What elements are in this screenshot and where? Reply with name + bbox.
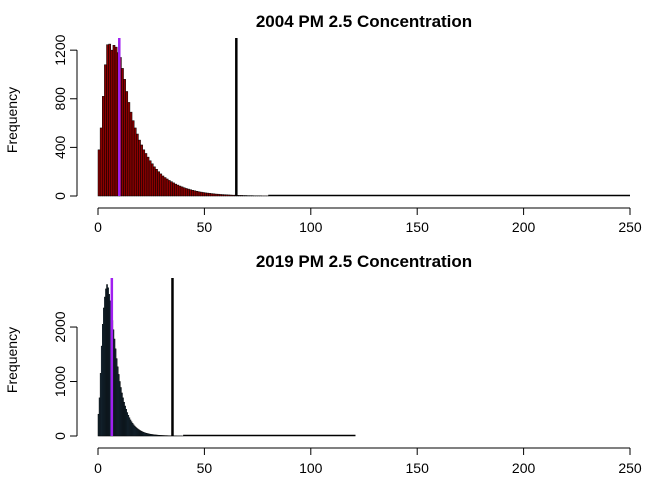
histogram-bar [110, 49, 114, 197]
histogram-bar [144, 153, 148, 197]
y-tick-label: 1000 [52, 366, 68, 397]
x-tick-label: 100 [299, 219, 323, 235]
histogram-bar [219, 194, 222, 197]
bars-2004 [97, 43, 630, 197]
x-tick-label: 100 [299, 460, 323, 476]
histogram-bar [127, 102, 131, 197]
histogram-bar [182, 187, 186, 197]
histogram-bar [216, 193, 220, 197]
histogram-bar [167, 180, 171, 197]
histogram-bar [161, 175, 165, 197]
vlines-2019 [110, 278, 174, 436]
histogram-bar [197, 191, 201, 197]
x-tick-label: 200 [512, 219, 536, 235]
histogram-bar [138, 139, 141, 197]
y-tick-label: 0 [52, 432, 68, 440]
histogram-bar [231, 194, 235, 197]
histogram-bar [212, 193, 216, 197]
x-axis-2019: 0 50 100 150 200 250 [94, 447, 642, 476]
histogram-bar [225, 194, 229, 197]
histogram-bar [176, 184, 180, 197]
histogram-bar [106, 44, 109, 197]
histogram-bar [104, 64, 107, 197]
histogram-bar [136, 133, 139, 197]
histogram-bar [199, 191, 203, 197]
y-tick-label: 1200 [52, 34, 68, 65]
histogram-bar [172, 182, 175, 197]
histogram-bar [157, 171, 160, 197]
histogram-bar [227, 194, 231, 197]
histogram-bar [210, 193, 214, 197]
histogram-bar [153, 166, 156, 197]
histogram-bar [206, 192, 209, 197]
histogram-bar [146, 156, 150, 197]
y-axis-2019: 0 1000 2000 [52, 311, 78, 440]
histogram-bar [108, 43, 112, 197]
histogram-bar [174, 183, 177, 197]
x-tick-label: 0 [94, 460, 102, 476]
bars-2019 [97, 284, 356, 437]
y-tick-label: 400 [52, 135, 68, 159]
x-tick-label: 0 [94, 219, 102, 235]
histogram-bar [140, 144, 143, 197]
histogram-bar [97, 149, 101, 197]
x-tick-label: 250 [618, 460, 642, 476]
histogram-bar [131, 120, 135, 197]
x-tick-label: 50 [197, 460, 213, 476]
y-axis-label-2019: Frequency [4, 327, 20, 393]
y-tick-label: 800 [52, 87, 68, 111]
chart-title-2019: 2019 PM 2.5 Concentration [256, 252, 472, 271]
vlines-2004 [118, 38, 238, 196]
x-tick-label: 250 [618, 219, 642, 235]
histogram-bar [238, 195, 241, 197]
histogram-bar [129, 111, 133, 197]
histogram-bar [112, 45, 116, 197]
x-tick-label: 200 [512, 460, 536, 476]
histogram-bar [150, 163, 154, 197]
x-tick-label: 150 [406, 219, 430, 235]
y-tick-label: 0 [52, 192, 68, 200]
x-tick-label: 150 [406, 460, 430, 476]
histogram-bar [99, 127, 103, 197]
histogram-bar [163, 177, 167, 197]
histogram-bar [148, 160, 152, 197]
panel-2004: 2004 PM 2.5 Concentration Frequency 0 50 1… [4, 12, 642, 235]
histogram-bar [229, 194, 233, 197]
histogram-bar [195, 191, 199, 197]
x-tick-label: 50 [197, 219, 213, 235]
histogram-bar [102, 96, 105, 197]
histogram-bar [165, 178, 169, 197]
histogram-bar [208, 193, 212, 197]
y-axis-2004: 0 400 800 1200 [52, 34, 78, 200]
histogram-bar [202, 192, 205, 197]
histogram-bar [159, 173, 163, 197]
histogram-bar [142, 149, 146, 197]
histogram-bar [170, 181, 173, 197]
y-tick-label: 2000 [52, 311, 68, 342]
histogram-bar [221, 194, 224, 197]
histogram-bar [125, 91, 129, 197]
histogram-bar [189, 189, 192, 197]
histogram-bar [187, 188, 190, 197]
histogram-bar [180, 186, 184, 197]
histogram-bar [240, 195, 243, 197]
histogram-bar [185, 188, 188, 197]
y-axis-label-2004: Frequency [4, 87, 20, 153]
histogram-bar [114, 46, 118, 197]
histogram-bar [133, 127, 137, 197]
panel-2019: 2019 PM 2.5 Concentration Frequency 0 50 1… [4, 252, 642, 476]
histogram-bar [214, 193, 218, 197]
histogram-bar [191, 190, 195, 197]
histogram-bar [121, 68, 124, 197]
histogram-bar [223, 194, 226, 197]
histogram-bar [193, 190, 197, 197]
histogram-bar [123, 79, 126, 197]
histogram-bar [178, 185, 182, 197]
x-axis-2004: 0 50 100 150 200 250 [94, 207, 642, 235]
chart-title-2004: 2004 PM 2.5 Concentration [256, 12, 472, 31]
histogram-bar [204, 192, 207, 197]
histogram-bar [155, 169, 158, 197]
